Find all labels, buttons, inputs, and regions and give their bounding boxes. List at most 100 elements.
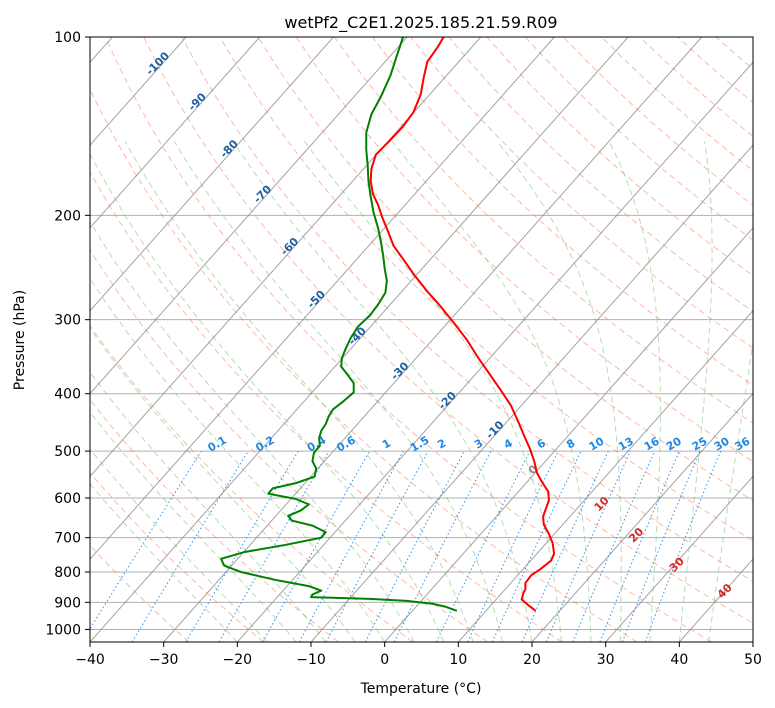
y-tick-label: 1000 [45, 622, 81, 638]
isotherm [90, 37, 261, 229]
isotherm [531, 392, 753, 642]
moist-adiabat [708, 339, 753, 642]
moist-adiabat-label: 10 [592, 494, 612, 514]
dry-adiabat [639, 37, 753, 137]
dry-adiabat [90, 88, 638, 642]
x-tick-label: −40 [75, 652, 105, 668]
dewpoint-line [220, 37, 458, 612]
dry-adiabat [295, 37, 753, 463]
mixing-ratio-label: 4 [502, 436, 515, 451]
chart-title: wetPf2_C2E1.2025.185.21.59.R09 [284, 13, 557, 33]
dry-adiabat [601, 37, 753, 172]
mixing-ratio-line [599, 450, 680, 642]
y-tick-label: 400 [54, 387, 81, 403]
dry-adiabat [372, 37, 753, 386]
y-tick-label: 100 [54, 30, 81, 46]
mixing-ratio-line [435, 450, 531, 642]
mixing-ratio-line [364, 450, 465, 642]
mixing-ratio-label: 8 [564, 437, 577, 452]
moist-adiabat [391, 141, 592, 642]
dry-adiabat [486, 37, 753, 277]
mixing-ratio-line [644, 450, 722, 642]
mixing-ratio-line [545, 450, 631, 642]
mixing-ratio-label: 1 [380, 437, 393, 452]
moist-adiabat [303, 141, 562, 642]
y-tick-label: 300 [54, 313, 81, 329]
y-tick-label: 600 [54, 491, 81, 507]
y-tick-label: 200 [54, 208, 81, 224]
moist-adiabat [90, 371, 327, 642]
dry-adiabat [90, 398, 339, 642]
isotherm [384, 227, 753, 642]
x-tick-label: 20 [523, 652, 541, 668]
x-tick-label: 50 [744, 652, 762, 668]
isotherm [163, 37, 703, 642]
dry-adiabat [677, 37, 753, 104]
mixing-ratio-label: 2 [435, 437, 448, 452]
moist-adiabat [90, 411, 297, 642]
isotherm-label: -70 [251, 182, 274, 205]
isotherm [90, 37, 629, 642]
dry-adiabat [219, 37, 753, 542]
mixing-ratio-line [298, 450, 404, 642]
isotherm-label: -50 [305, 288, 328, 311]
dry-adiabat [90, 471, 264, 642]
y-tick-label: 900 [54, 595, 81, 611]
mixing-ratio-line [621, 450, 701, 642]
axis-ticks: −40 −30 −20 −10 0 10 20 30 40 50 100 200 300 400 500 60… [45, 30, 762, 668]
dry-adiabat [90, 249, 488, 642]
temperature-line [369, 37, 556, 612]
isotherm-label: -100 [143, 49, 172, 78]
isotherm [310, 144, 753, 642]
moist-adiabat [90, 448, 268, 642]
mixing-ratio-line [262, 450, 371, 642]
moist-adiabat [90, 483, 238, 642]
moist-adiabat [173, 141, 504, 642]
isotherm [605, 475, 753, 642]
x-tick-label: −20 [223, 652, 253, 668]
dry-adiabat [90, 170, 563, 642]
moist-adiabat [678, 141, 713, 642]
sounding-series [220, 37, 556, 612]
isotherm [90, 37, 555, 560]
x-tick-label: 0 [380, 652, 389, 668]
isotherm [752, 641, 753, 642]
mixing-ratio-line [325, 450, 429, 642]
moist-adiabat [608, 141, 661, 642]
dry-adiabat [143, 37, 753, 624]
mixing-ratio-line [90, 450, 202, 630]
moist-adiabat-label: 20 [626, 525, 646, 545]
isotherm [90, 37, 408, 395]
x-tick-label: 10 [449, 652, 467, 668]
dry-adiabat [257, 37, 753, 502]
plot-frame [89, 36, 754, 643]
background-labels: -100-90-80-70-60-50-40-30-20-1000.1 0.2 0.… [143, 49, 752, 601]
moist-adiabat [90, 327, 356, 642]
dry-adiabat [715, 37, 753, 70]
dry-adiabat [90, 544, 190, 642]
isotherm [90, 37, 334, 312]
dry-adiabat [562, 37, 753, 206]
moist-adiabat [496, 141, 622, 642]
moist-adiabat [90, 277, 386, 642]
mixing-ratio-line [521, 450, 609, 642]
isotherm-label: -80 [218, 137, 241, 160]
x-tick-label: 30 [597, 652, 615, 668]
y-tick-label: 500 [54, 444, 81, 460]
dry-adiabat [105, 37, 712, 642]
mixing-ratio-line [131, 450, 249, 642]
mixing-ratio-line [393, 450, 492, 642]
x-tick-label: −30 [149, 652, 179, 668]
isotherm [90, 37, 187, 146]
isotherm [236, 61, 753, 642]
background-lines [90, 37, 753, 642]
isotherm-label: -10 [483, 418, 506, 441]
dry-adiabat [410, 37, 753, 349]
dry-adiabat [524, 37, 753, 241]
isotherm-label: -90 [186, 90, 209, 113]
mixing-ratio-line [467, 450, 559, 642]
y-axis-title: Pressure (hPa) [12, 290, 28, 390]
moist-adiabat [124, 141, 474, 642]
y-tick-label: 700 [54, 531, 81, 547]
